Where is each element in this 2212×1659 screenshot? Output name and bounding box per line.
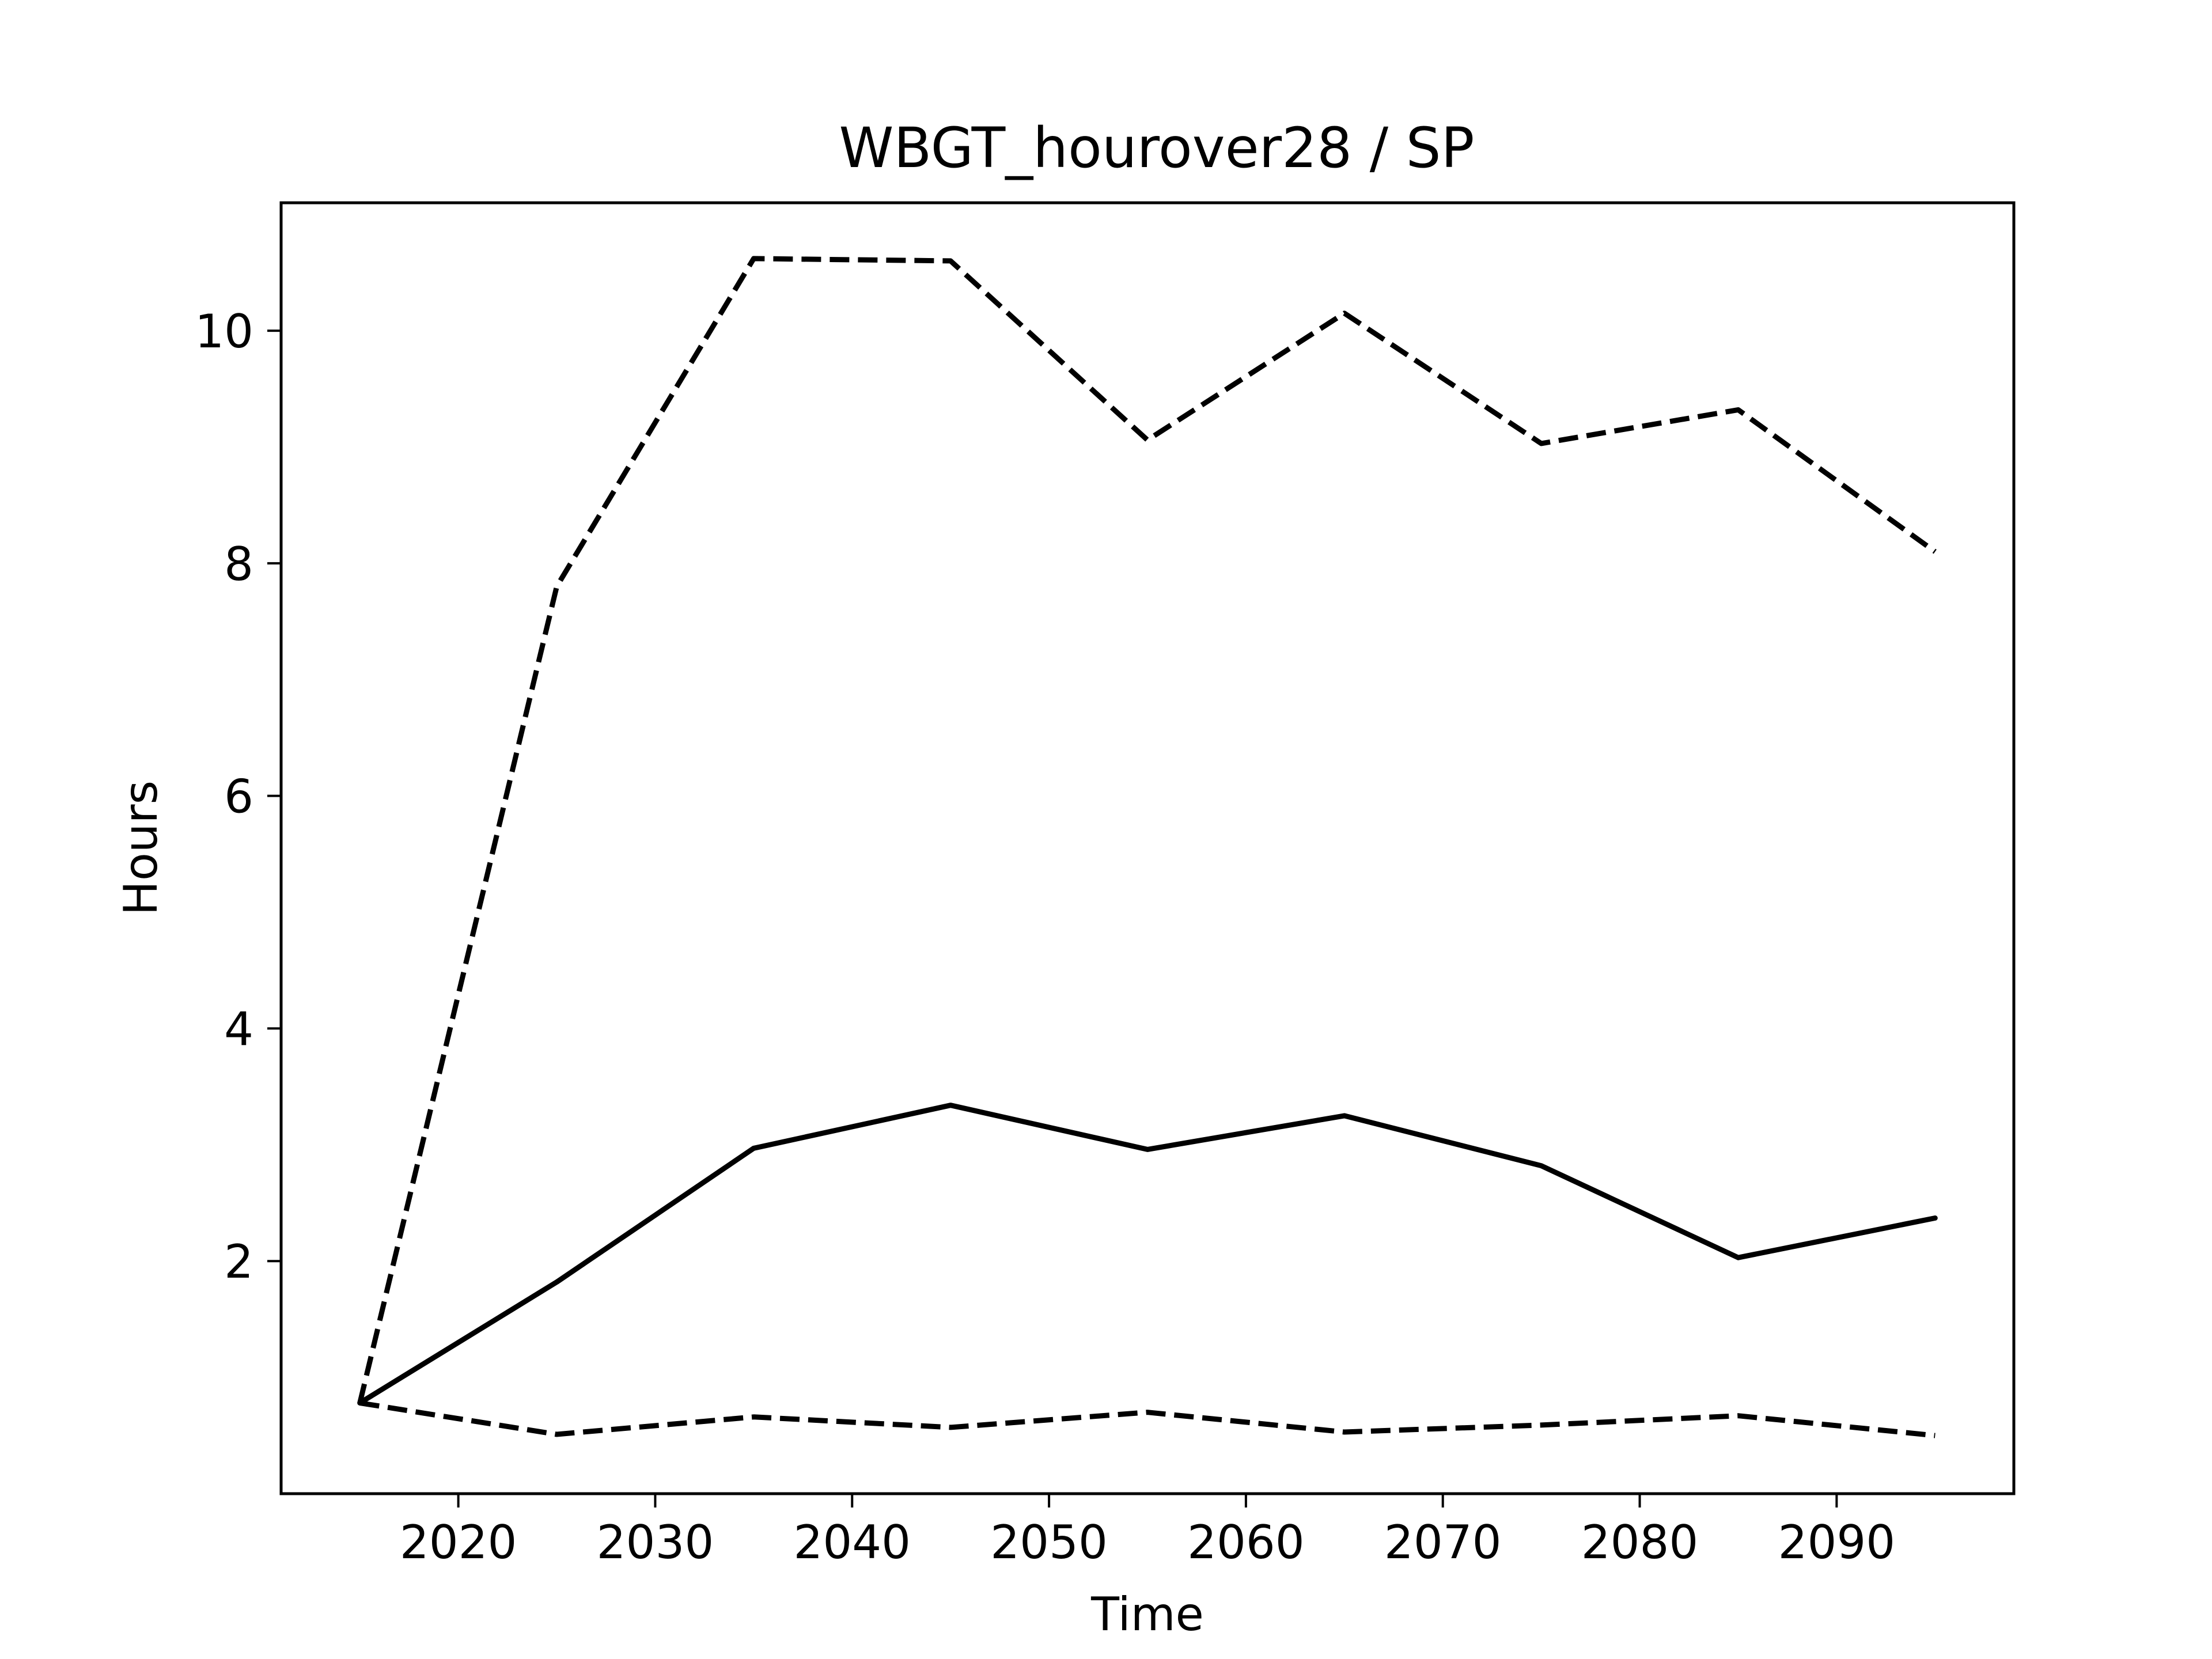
y-tick-label: 10 <box>195 305 253 358</box>
x-axis-ticks: 2020 2030 2040 2050 2060 2070 2080 2090 <box>400 1494 1895 1569</box>
x-tick-label: 2080 <box>1581 1516 1699 1569</box>
y-tick-label: 8 <box>224 537 253 591</box>
x-tick-label: 2060 <box>1187 1516 1305 1569</box>
x-tick-label: 2040 <box>793 1516 911 1569</box>
solid-series-line-1 <box>357 1103 1938 1406</box>
dashed-series-line-3 <box>359 1400 1936 1438</box>
x-axis-label: Time <box>1090 1588 1204 1641</box>
y-tick-label: 4 <box>224 1002 253 1056</box>
dashed-series-line-2 <box>357 256 1937 1404</box>
y-tick-label: 6 <box>224 770 253 824</box>
chart-title: WBGT_hourover28 / SP <box>839 116 1475 180</box>
x-tick-label: 2050 <box>990 1516 1108 1569</box>
y-axis-ticks: 2 4 6 8 10 <box>195 305 281 1289</box>
plot-area-frame <box>279 201 2016 1495</box>
x-tick-label: 2070 <box>1384 1516 1502 1569</box>
plot-lines <box>357 256 1938 1438</box>
x-tick-label: 2020 <box>400 1516 517 1569</box>
y-tick-label: 2 <box>224 1235 253 1289</box>
x-tick-label: 2030 <box>597 1516 714 1569</box>
x-tick-label: 2090 <box>1778 1516 1896 1569</box>
y-axis-label: Hours <box>114 781 168 915</box>
